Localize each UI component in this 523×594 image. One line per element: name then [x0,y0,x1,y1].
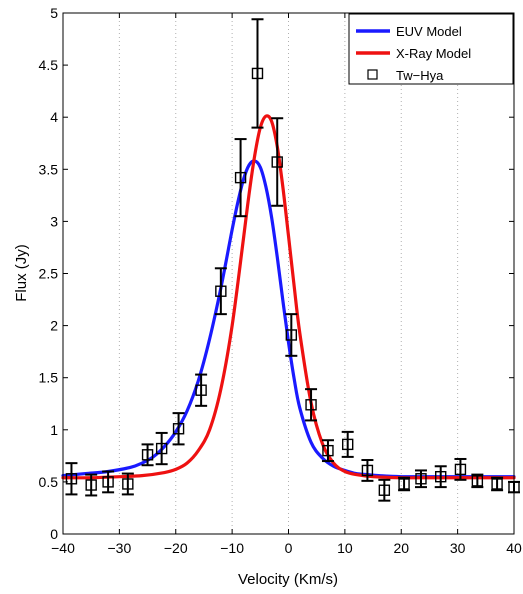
square-marker [285,329,298,341]
y-tick-label: 3 [50,213,58,229]
data-point [454,457,467,481]
y-tick-label: 1 [50,422,58,438]
data-point [251,18,264,129]
legend-twhya-label: Tw−Hya [396,68,444,83]
y-tick-label: 4.5 [39,57,59,73]
square-marker [271,156,283,168]
data-point [214,267,227,316]
data-point [378,478,391,502]
x-tick-label: −10 [220,540,244,556]
square-marker [102,476,114,488]
data-point [155,431,168,466]
data-point [172,412,185,446]
square-marker [491,478,503,490]
square-marker [122,478,134,490]
data-point [491,476,504,492]
legend-box [348,13,514,85]
square-marker [435,470,447,483]
square-marker [85,479,97,491]
y-tick-label: 2 [50,318,58,334]
x-tick-label: 30 [450,540,466,556]
data-point [341,430,354,458]
data-point [234,138,247,218]
y-tick-label: 5 [50,5,58,21]
x-tick-label: 10 [337,540,353,556]
data-point [361,459,374,482]
tick-labels: −40 −30 −20 −10 0 10 20 30 40 0 0.5 1 1.5 2 2.5 3 3.5 4 4.… [39,5,522,556]
ticks [62,12,515,535]
x-tick-label: −20 [164,540,188,556]
data-point [434,465,447,489]
square-marker [341,438,354,451]
square-marker [322,444,334,457]
legend-twhya-marker [367,69,378,80]
data-point [271,117,284,207]
x-tick-label: −30 [108,540,132,556]
data-point [398,476,411,492]
y-tick-label: 4 [50,109,58,125]
square-marker [195,384,207,396]
data-point [141,443,154,467]
data-point [285,313,298,357]
square-marker [172,423,185,435]
data-point [414,469,427,489]
data-points [65,18,520,502]
data-point [195,373,208,407]
data-point [65,462,78,496]
x-tick-label: 20 [393,540,409,556]
data-point [121,472,134,496]
square-marker [215,285,227,297]
y-tick-label: 1.5 [39,370,59,386]
data-point [305,388,318,422]
square-marker [454,463,467,476]
legend: EUV Model X-Ray Model Tw−Hya [348,13,514,85]
x-axis-title: Velocity (Km/s) [238,571,338,588]
x-tick-label: 0 [285,540,293,556]
square-marker [361,464,374,477]
square-marker [398,478,410,490]
square-marker [141,449,154,461]
square-marker [415,473,427,485]
data-point [471,473,484,489]
x-tick-label: −40 [51,540,75,556]
data-point [85,473,98,497]
square-marker [155,442,168,455]
square-marker [251,67,264,80]
data-point [321,439,334,463]
legend-xray-label: X-Ray Model [396,46,471,61]
square-marker [234,171,247,184]
y-tick-label: 0 [50,526,58,542]
x-tick-label: 40 [506,540,522,556]
square-marker [305,399,317,411]
square-marker [471,475,484,487]
data-point [102,470,115,494]
square-marker [65,473,78,485]
y-tick-label: 3.5 [39,161,59,177]
legend-euv-label: EUV Model [396,24,462,39]
y-tick-label: 0.5 [39,474,59,490]
y-axis-title: Flux (Jy) [13,244,30,302]
y-tick-label: 2.5 [39,266,59,282]
square-marker [378,484,391,496]
grid [118,13,459,534]
